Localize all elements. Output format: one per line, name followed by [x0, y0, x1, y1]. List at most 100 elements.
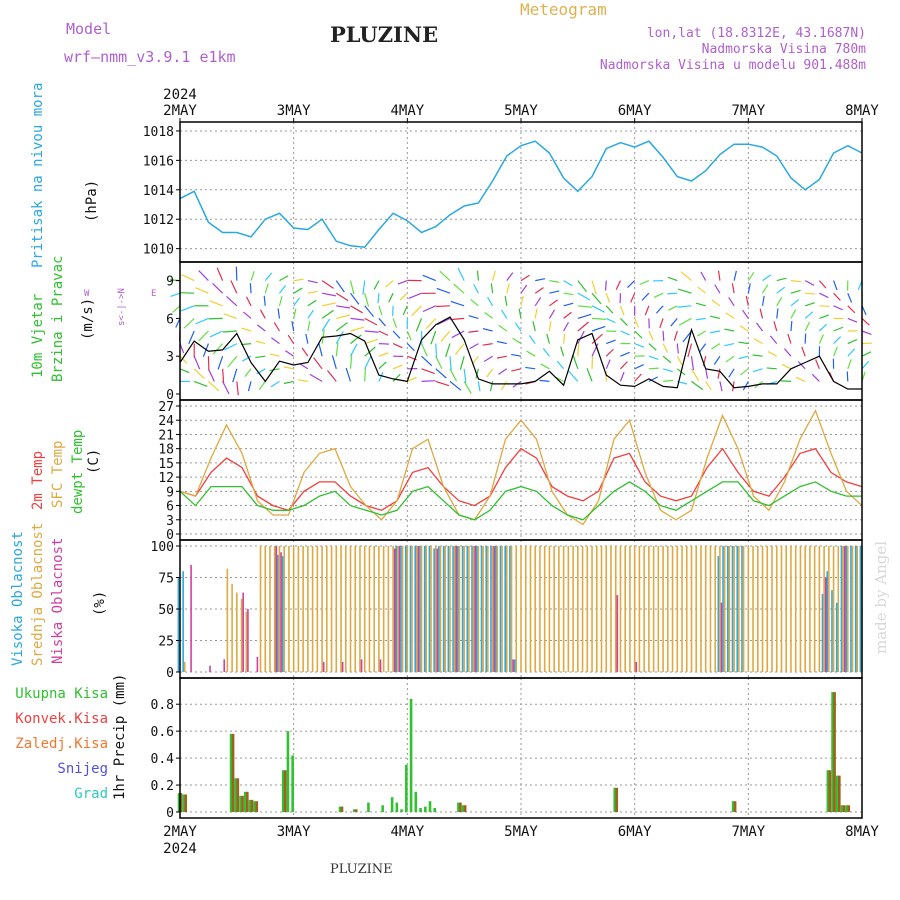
wind-arrow [222, 368, 225, 383]
wind-arrow [787, 333, 792, 344]
wind-arrow [468, 330, 479, 333]
wind-arrow [232, 368, 238, 383]
wind-arrow [747, 271, 755, 281]
wind-arrow [335, 280, 345, 293]
wind-arrow [264, 283, 269, 294]
y-tick-label: 0 [166, 388, 174, 403]
wind-arrow [377, 293, 380, 304]
wind-arrow [801, 346, 806, 357]
wind-arrow [728, 368, 735, 378]
wind-arrow [805, 292, 816, 295]
wind-arrow [307, 309, 314, 319]
wind-arrow [719, 381, 723, 392]
y-tick-label: 0.8 [151, 698, 174, 713]
wind-arrow [463, 368, 467, 383]
wind-arrow [307, 321, 311, 332]
wind-arrow [641, 292, 650, 301]
wind-arrow [313, 357, 323, 370]
wind-arrow [780, 380, 791, 382]
wind-arrow [783, 348, 792, 357]
x-tick-label-top: 7MAY [731, 103, 765, 119]
wind-arrow [180, 305, 195, 312]
wind-arrow [577, 330, 585, 344]
wind-arrow [457, 267, 465, 281]
wind-arrow [269, 368, 280, 372]
wind-arrow [411, 305, 422, 317]
wind-arrow [648, 330, 654, 341]
wind-arrow [216, 267, 224, 281]
wind-arrow [790, 289, 801, 294]
wind-arrow [627, 280, 636, 288]
wind-arrow [711, 299, 721, 307]
wind-arrow [392, 373, 401, 382]
wind-arrow [577, 305, 592, 308]
wind-arrow [305, 333, 309, 344]
wind-arrow [818, 280, 827, 289]
wind-arrow [487, 296, 494, 307]
wind-arrow [421, 380, 436, 382]
wind-arrow [711, 343, 721, 350]
wind-arrow [847, 317, 858, 323]
wind-arrow [291, 321, 295, 332]
wind-arrow [591, 280, 597, 295]
wind-arrow [335, 292, 349, 302]
wind-arrow [392, 318, 398, 329]
wind-arrow [435, 343, 438, 358]
wind-arrow [861, 342, 873, 345]
wind-arrow [241, 327, 252, 332]
year-label-bottom: 2024 [163, 841, 197, 857]
wind-arrow [833, 326, 844, 332]
wind-arrow [490, 283, 494, 294]
wind-arrow [512, 337, 522, 345]
wind-arrow [439, 270, 451, 282]
wind-arrow [421, 355, 433, 367]
wind-arrow [436, 287, 451, 294]
wind-arrow [520, 274, 530, 282]
wind-arrow [847, 348, 856, 357]
wind-arrow [378, 343, 389, 345]
wind-arrow [364, 305, 374, 318]
wind-arrow [230, 280, 238, 294]
wind-arrow [528, 335, 536, 344]
wind-arrow [287, 334, 295, 344]
wind-arrow [327, 370, 337, 382]
wind-arrow [804, 280, 815, 286]
wind-arrow [364, 330, 379, 333]
wind-arrow [619, 305, 625, 316]
x-tick-label-bottom: 8MAY [845, 824, 879, 840]
wind-arrow [506, 283, 510, 294]
wind-arrow [797, 361, 806, 370]
wind-arrow [217, 356, 224, 370]
wind-arrow [222, 381, 230, 395]
wind-arrow [255, 355, 266, 359]
wind-arrow [195, 287, 209, 294]
wind-arrow [297, 379, 308, 382]
y-tick-label: 18 [158, 443, 174, 458]
wind-arrow [648, 376, 659, 382]
wind-arrow [563, 333, 566, 344]
footer-location: PLUZINE [330, 862, 393, 877]
wind-arrow [549, 299, 558, 307]
wind-arrow [430, 330, 437, 345]
y-tick-label: 6 [166, 312, 174, 327]
wind-arrow [271, 337, 280, 345]
wind-arrow [752, 368, 763, 373]
wind-arrow [264, 272, 273, 281]
y-tick-label: 3 [166, 350, 174, 365]
y-tick-label: 25 [158, 635, 174, 650]
wind-arrow [742, 381, 749, 391]
wind-arrow [437, 317, 451, 326]
wind-arrow [861, 317, 870, 326]
wind-arrow [172, 305, 181, 313]
wind-arrow [408, 292, 422, 300]
wind-arrow [212, 283, 224, 294]
y-tick-label: 50 [158, 603, 174, 618]
wind-arrow [269, 353, 280, 357]
wind-arrow [435, 355, 443, 370]
wind-arrow [563, 280, 573, 287]
wind-arrow [270, 380, 280, 388]
wind-arrow [705, 368, 709, 379]
wind-arrow [761, 295, 765, 306]
wind-arrow [804, 321, 811, 332]
wind-arrow [364, 338, 379, 345]
